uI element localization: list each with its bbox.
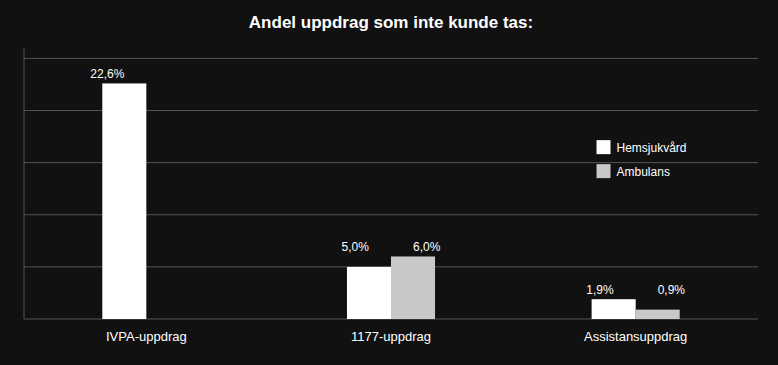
bar (636, 310, 680, 319)
legend-label: Hemsjukvård (617, 141, 687, 155)
data-label: 0,9% (658, 283, 686, 297)
bar (347, 267, 391, 319)
legend-swatch (597, 140, 611, 154)
bar (146, 319, 190, 320)
y-axis-line (24, 48, 25, 319)
bar (592, 299, 636, 319)
x-tick-label: 1177-uppdrag (351, 329, 431, 344)
bars (102, 83, 679, 319)
bar (102, 83, 146, 319)
data-label: 1,9% (586, 283, 614, 297)
data-label: 5,0% (342, 240, 370, 254)
data-labels: 22,6% 5,0% 6,0% 1,9% 0,9% (90, 67, 685, 297)
data-label: 6,0% (413, 240, 441, 254)
legend: Hemsjukvård Ambulans (597, 140, 687, 179)
x-tick-label: Assistansuppdrag (584, 329, 687, 344)
grid (24, 58, 758, 319)
grid-line (24, 58, 758, 59)
legend-label: Ambulans (617, 165, 670, 179)
chart: Andel uppdrag som inte kunde tas: 22,6% 5,… (0, 0, 778, 365)
data-label: 22,6% (90, 67, 124, 81)
chart-container: Andel uppdrag som inte kunde tas: 22,6% 5,… (0, 0, 778, 365)
bar (391, 256, 435, 319)
x-tick-label: IVPA-uppdrag (106, 329, 187, 344)
title: Andel uppdrag som inte kunde tas: (249, 13, 533, 32)
legend-swatch (597, 164, 611, 178)
